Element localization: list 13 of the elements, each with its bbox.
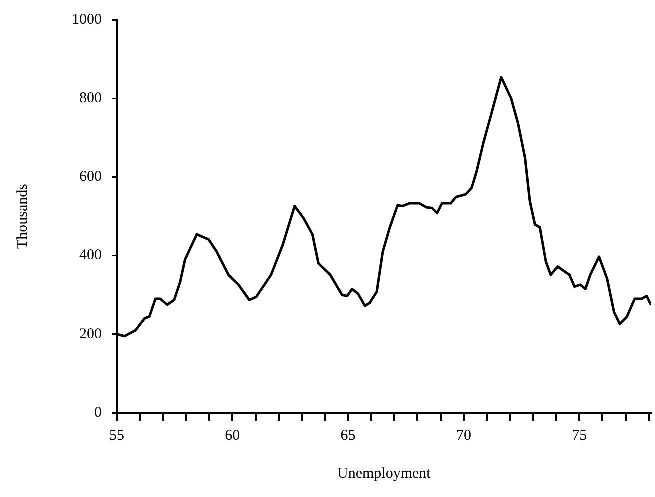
y-tick-label: 1000 xyxy=(72,12,102,28)
y-axis-title: Thousands xyxy=(14,184,31,249)
x-axis-title: Unemployment xyxy=(337,466,432,482)
x-tick-label: 75 xyxy=(572,428,588,444)
y-tick-label: 800 xyxy=(80,90,102,107)
y-tick-label: 600 xyxy=(80,169,102,186)
x-tick-label: 55 xyxy=(110,428,124,444)
y-tick-label: 0 xyxy=(94,404,102,421)
x-tick-label: 60 xyxy=(225,428,240,444)
x-tick-label: 70 xyxy=(456,428,472,444)
x-tick-label: 65 xyxy=(340,428,356,444)
y-tick-label: 400 xyxy=(80,248,102,264)
y-tick-label: 200 xyxy=(80,326,102,342)
